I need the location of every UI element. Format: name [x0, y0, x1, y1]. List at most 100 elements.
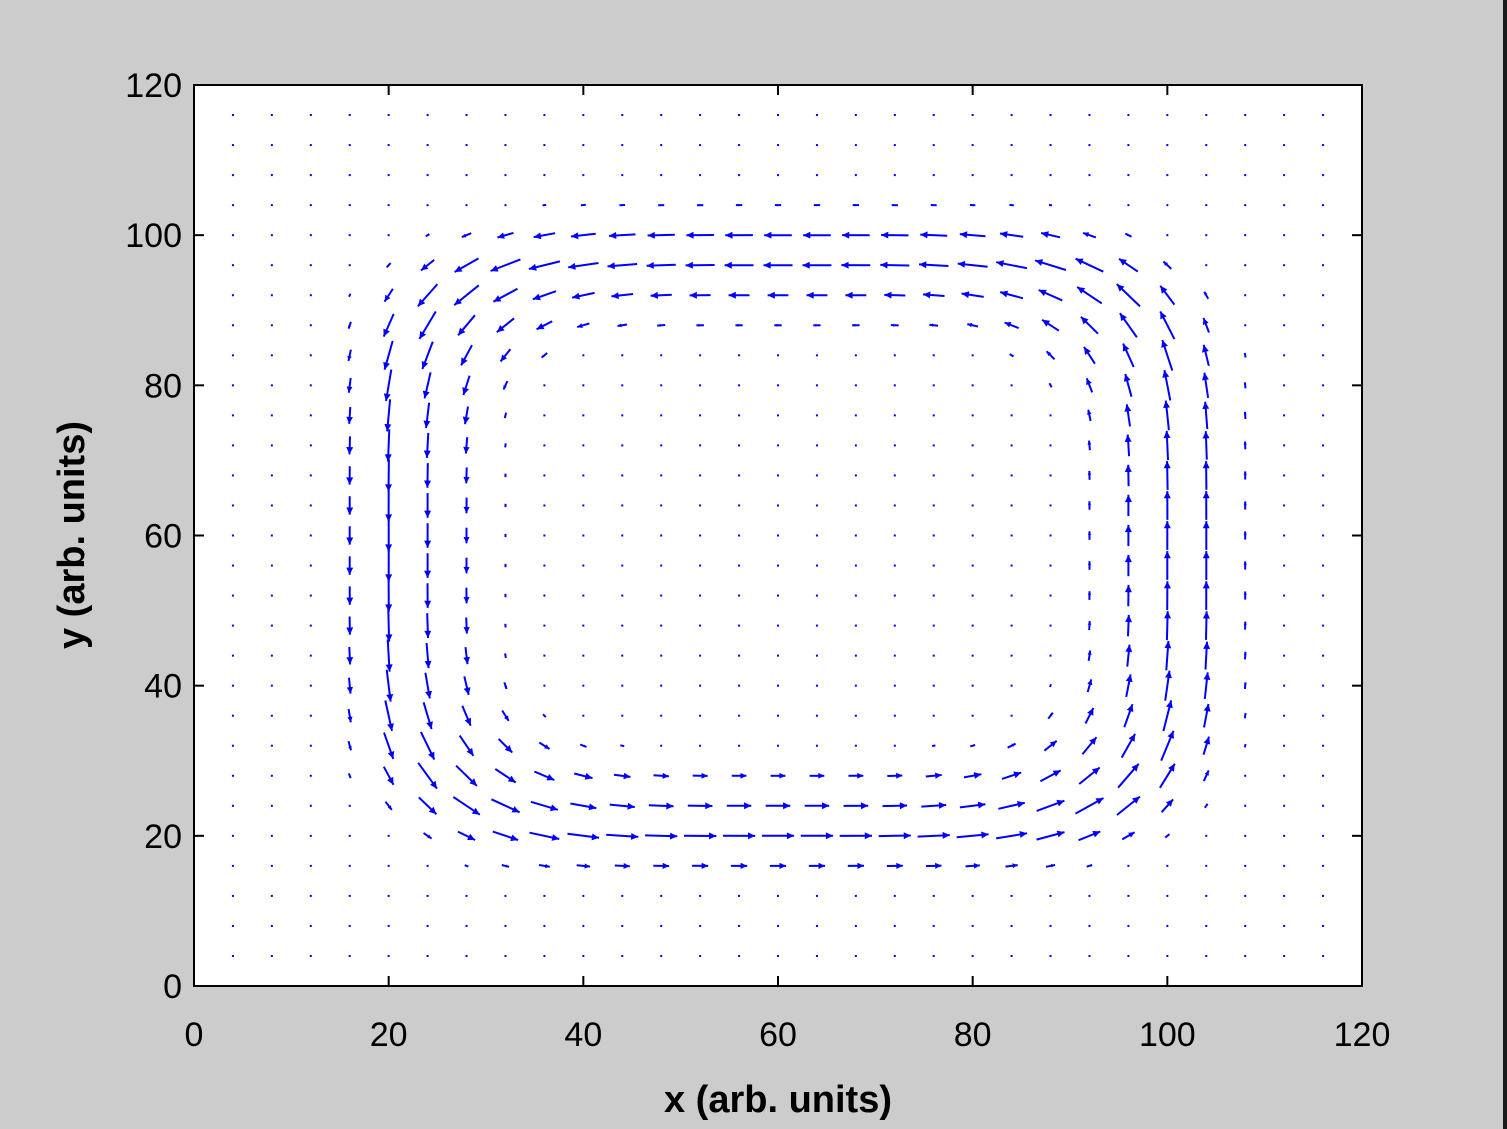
- quiver-arrow: [1203, 291, 1210, 300]
- quiver-point: [1322, 414, 1325, 417]
- quiver-arrow: [1202, 401, 1210, 430]
- quiver-point: [309, 954, 312, 957]
- quiver-arrow: [538, 863, 550, 869]
- quiver-arrow: [1163, 551, 1171, 580]
- quiver-arrow: [647, 231, 675, 239]
- quiver-point: [932, 114, 935, 117]
- quiver-point: [1010, 504, 1013, 507]
- quiver-point: [815, 114, 818, 117]
- quiver-point: [815, 414, 818, 417]
- quiver-point: [660, 564, 663, 567]
- quiver-arrow: [1202, 491, 1210, 520]
- quiver-arrow: [570, 802, 597, 811]
- quiver-arrow: [645, 832, 678, 840]
- quiver-arrow: [658, 204, 665, 207]
- quiver-point: [854, 174, 857, 177]
- quiver-arrow: [1202, 431, 1210, 460]
- quiver-point: [387, 894, 390, 897]
- quiver-point: [1010, 384, 1013, 387]
- quiver-arrow: [724, 261, 754, 269]
- quiver-arrow: [1009, 203, 1014, 207]
- quiver-point: [738, 924, 741, 927]
- quiver-arrow: [878, 832, 911, 840]
- quiver-arrow: [1203, 703, 1211, 728]
- quiver-point: [893, 534, 896, 537]
- quiver-point: [854, 594, 857, 597]
- quiver-point: [1283, 954, 1286, 957]
- quiver-point: [1322, 924, 1325, 927]
- quiver-point: [1244, 894, 1247, 897]
- quiver-point: [1088, 174, 1091, 177]
- quiver-arrow: [424, 553, 432, 578]
- quiver-point: [1244, 834, 1247, 837]
- quiver-point: [1283, 864, 1286, 867]
- quiver-arrow: [1159, 285, 1176, 306]
- quiver-point: [738, 744, 741, 747]
- quiver-arrow: [455, 764, 478, 787]
- quiver-point: [1283, 504, 1286, 507]
- quiver-arrow: [421, 341, 434, 370]
- quiver-point: [1322, 654, 1325, 657]
- quiver-arrow: [346, 616, 354, 635]
- quiver-point: [1283, 384, 1286, 387]
- quiver-arrow: [347, 708, 353, 723]
- quiver-point: [777, 144, 779, 147]
- quiver-arrow: [689, 291, 711, 299]
- quiver-point: [582, 624, 585, 627]
- quiver-arrow: [1084, 707, 1095, 724]
- quiver-point: [426, 144, 429, 147]
- quiver-arrow: [761, 832, 795, 840]
- quiver-point: [1088, 114, 1091, 117]
- quiver-arrow: [463, 617, 470, 634]
- quiver-point: [582, 954, 585, 957]
- y-tick-label: 0: [163, 968, 182, 1006]
- quiver-arrow: [650, 291, 672, 299]
- quiver-arrow: [1085, 377, 1094, 393]
- quiver-point: [231, 594, 234, 597]
- quiver-arrow: [490, 798, 521, 814]
- quiver-point: [1049, 564, 1052, 567]
- quiver-point: [738, 534, 741, 537]
- quiver-arrow: [722, 832, 756, 840]
- quiver-arrow: [692, 772, 708, 779]
- quiver-point: [660, 534, 663, 537]
- quiver-point: [699, 534, 702, 537]
- quiver-point: [1127, 864, 1130, 867]
- quiver-point: [231, 714, 234, 717]
- quiver-point: [660, 414, 663, 417]
- quiver-point: [1283, 324, 1286, 327]
- quiver-point: [932, 174, 935, 177]
- quiver-arrow: [383, 340, 394, 370]
- quiver-arrow: [1124, 554, 1132, 577]
- quiver-point: [660, 594, 663, 597]
- quiver-arrow: [999, 231, 1024, 238]
- quiver-arrow: [347, 321, 352, 330]
- quiver-arrow: [461, 705, 472, 727]
- quiver-arrow: [385, 519, 393, 552]
- quiver-point: [971, 354, 974, 357]
- quiver-arrow: [965, 863, 980, 869]
- quiver-point: [270, 714, 273, 717]
- quiver-point: [971, 384, 974, 387]
- quiver-point: [893, 594, 896, 597]
- quiver-arrow: [1041, 318, 1060, 332]
- quiver-arrow: [454, 257, 479, 273]
- quiver-point: [699, 654, 702, 657]
- quiver-arrow: [774, 203, 782, 207]
- quiver-point: [231, 744, 234, 747]
- quiver-point: [270, 114, 273, 117]
- quiver-point: [777, 354, 779, 357]
- y-tick-label: 100: [125, 217, 182, 255]
- quiver-point: [1010, 414, 1013, 417]
- quiver-point: [777, 474, 779, 477]
- quiver-point: [815, 954, 818, 957]
- quiver-arrow: [1243, 682, 1247, 690]
- quiver-point: [465, 144, 468, 147]
- quiver-point: [660, 354, 663, 357]
- quiver-point: [777, 414, 779, 417]
- quiver-arrow: [802, 261, 832, 269]
- quiver-arrow: [384, 399, 392, 432]
- quiver-point: [465, 174, 468, 177]
- quiver-arrow: [1087, 650, 1092, 661]
- quiver-point: [1010, 924, 1013, 927]
